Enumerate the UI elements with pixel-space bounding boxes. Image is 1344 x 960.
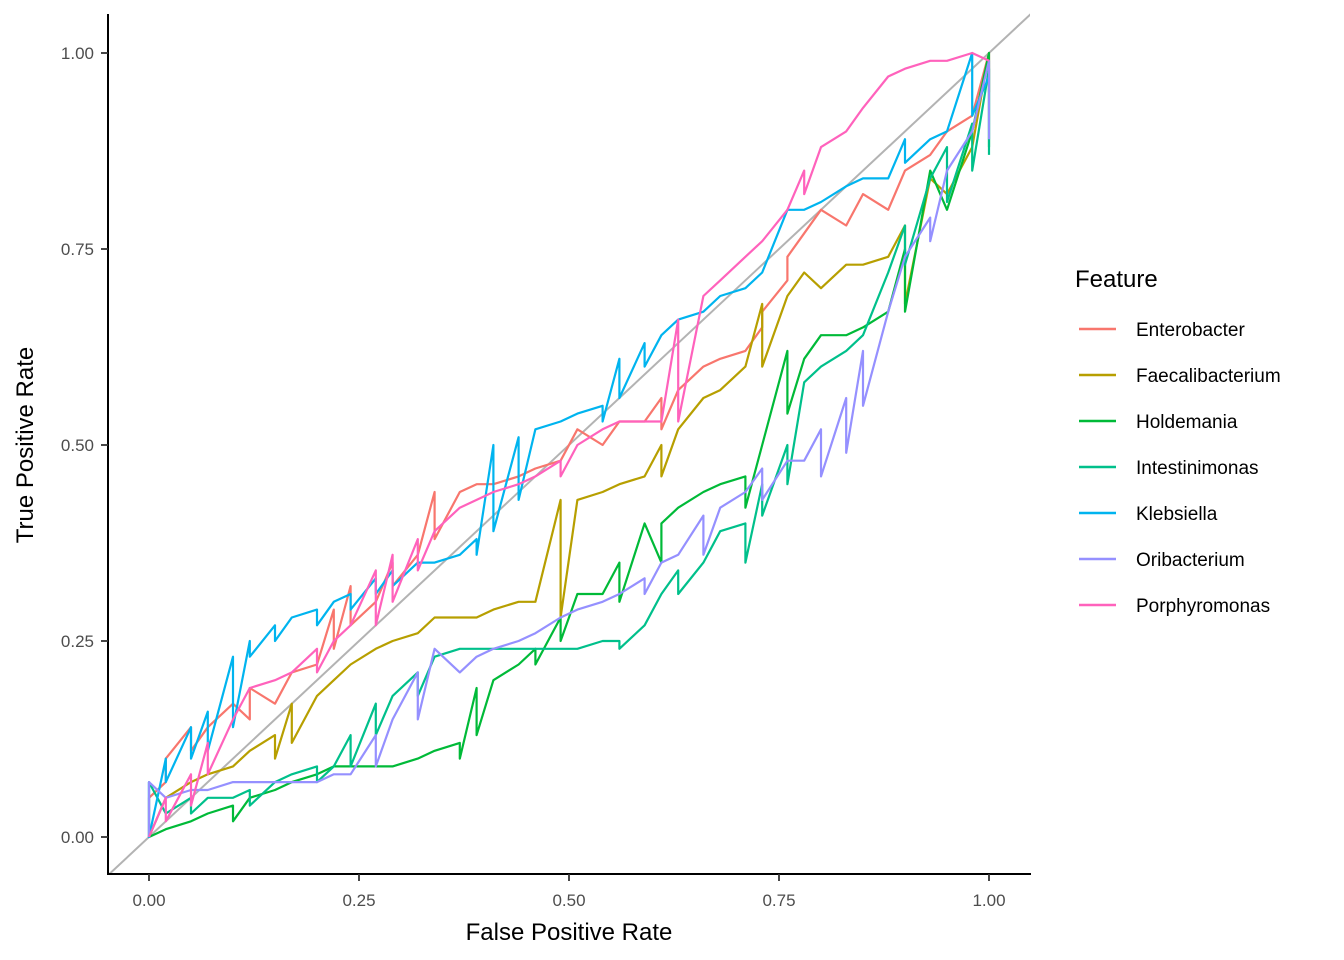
legend-label-klebsiella: Klebsiella: [1136, 504, 1218, 525]
tick-labels: 0.00 0.25 0.50 0.75 1.00 0.00 0.25 0.50 0.75 1.00: [61, 44, 1006, 910]
y-tick-label: 0.00: [61, 828, 94, 847]
legend-label-enterobacter: Enterobacter: [1136, 320, 1245, 341]
x-tick-label: 0.25: [342, 891, 375, 910]
y-tick-label: 0.50: [61, 436, 94, 455]
series-line-holdemania: [148, 51, 991, 838]
y-tick-label: 0.75: [61, 240, 94, 259]
y-tick-label: 1.00: [61, 44, 94, 63]
series-layer: [147, 51, 991, 839]
legend-label-porphyromonas: Porphyromonas: [1136, 596, 1270, 617]
y-axis-title: True Positive Rate: [12, 347, 39, 544]
series-line-enterobacter: [147, 51, 991, 837]
x-tick-label: 1.00: [972, 891, 1005, 910]
legend-title: Feature: [1075, 266, 1158, 293]
legend-label-oribacterium: Oribacterium: [1136, 550, 1245, 571]
series-line-oribacterium: [147, 59, 991, 837]
legend-label-holdemania: Holdemania: [1136, 412, 1238, 433]
series-line-klebsiella: [147, 51, 991, 839]
y-tick-label: 0.25: [61, 632, 94, 651]
series-line-porphyromonas: [147, 51, 990, 838]
legend-items: Enterobacter Faecalibacterium Holdemania In…: [1079, 320, 1281, 617]
x-tick-label: 0.50: [552, 891, 585, 910]
legend: Feature Enterobacter Faecalibacterium Hold…: [1075, 266, 1281, 617]
legend-label-intestinimonas: Intestinimonas: [1136, 458, 1259, 479]
x-tick-label: 0.00: [132, 891, 165, 910]
x-axis-title: False Positive Rate: [466, 919, 673, 946]
x-tick-label: 0.75: [762, 891, 795, 910]
series-line-intestinimonas: [147, 67, 991, 837]
legend-label-faecalibacterium: Faecalibacterium: [1136, 366, 1281, 387]
series-line-faecalibacterium: [147, 52, 991, 838]
